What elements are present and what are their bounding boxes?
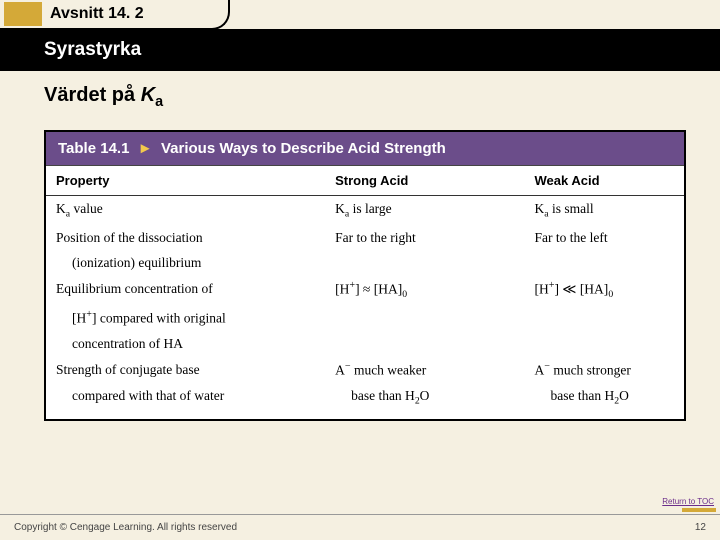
table-row: (ionization) equilibrium xyxy=(46,250,684,276)
cell-weak xyxy=(525,250,685,276)
cell-strong: Far to the right xyxy=(325,225,524,251)
cell-property: [H+] compared with original xyxy=(46,305,325,331)
table-label: Table 14.1 xyxy=(58,140,129,157)
table-title-rest: Various Ways to Describe Acid Strength xyxy=(161,140,446,157)
cell-property: Position of the dissociation xyxy=(46,225,325,251)
cell-weak: [H+] ≪ [HA]0 xyxy=(524,276,684,305)
title-ital: K xyxy=(141,84,155,106)
cell-property: concentration of HA xyxy=(46,331,325,357)
table-row: Strength of conjugate baseA− much weaker… xyxy=(46,357,684,383)
gold-accent-footer xyxy=(682,508,716,512)
table-row: Equilibrium concentration of[H+] ≈ [HA]0… xyxy=(46,276,684,305)
header-property: Property xyxy=(46,166,325,195)
subtitle: Syrastyrka xyxy=(44,39,141,61)
cell-strong: base than H2O xyxy=(325,383,524,419)
cell-weak: base than H2O xyxy=(524,383,684,419)
cell-property: Equilibrium concentration of xyxy=(46,276,325,305)
subtitle-band: Syrastyrka xyxy=(0,29,720,71)
table-row: [H+] compared with original xyxy=(46,305,684,331)
table-header-row: Property Strong Acid Weak Acid xyxy=(46,165,684,196)
cell-property: Ka value xyxy=(46,196,325,225)
cell-strong: Ka is large xyxy=(325,196,524,225)
cell-weak xyxy=(525,331,685,357)
return-toc-link[interactable]: Return to TOC xyxy=(662,497,714,506)
page-number: 12 xyxy=(695,522,706,533)
cell-strong: [H+] ≈ [HA]0 xyxy=(325,276,524,305)
cell-property: Strength of conjugate base xyxy=(46,357,325,383)
cell-strong xyxy=(325,250,524,276)
copyright: Copyright © Cengage Learning. All rights… xyxy=(14,522,237,533)
cell-strong: A− much weaker xyxy=(325,357,524,383)
table-row: Ka valueKa is largeKa is small xyxy=(46,196,684,225)
header-weak: Weak Acid xyxy=(524,166,684,195)
triangle-icon: ► xyxy=(138,140,153,157)
table-body: Ka valueKa is largeKa is smallPosition o… xyxy=(46,196,684,419)
gold-accent xyxy=(4,2,42,26)
header-strong: Strong Acid xyxy=(325,166,524,195)
table-row: concentration of HA xyxy=(46,331,684,357)
cell-strong xyxy=(325,331,524,357)
cell-weak xyxy=(525,305,685,331)
cell-strong xyxy=(325,305,524,331)
acid-strength-table: Table 14.1 ► Various Ways to Describe Ac… xyxy=(44,130,686,421)
cell-weak: Far to the left xyxy=(524,225,684,251)
cell-weak: Ka is small xyxy=(524,196,684,225)
title-sub: a xyxy=(155,94,163,110)
cell-weak: A− much stronger xyxy=(524,357,684,383)
table-title: Table 14.1 ► Various Ways to Describe Ac… xyxy=(46,132,684,165)
table-row: compared with that of waterbase than H2O… xyxy=(46,383,684,419)
page-title: Värdet på Ka xyxy=(44,84,163,110)
table-row: Position of the dissociationFar to the r… xyxy=(46,225,684,251)
section-tab: Avsnitt 14. 2 xyxy=(0,0,230,30)
section-label: Avsnitt 14. 2 xyxy=(50,5,144,23)
footer: Copyright © Cengage Learning. All rights… xyxy=(0,514,720,540)
cell-property: (ionization) equilibrium xyxy=(46,250,325,276)
cell-property: compared with that of water xyxy=(46,383,325,419)
title-pre: Värdet på xyxy=(44,84,141,106)
